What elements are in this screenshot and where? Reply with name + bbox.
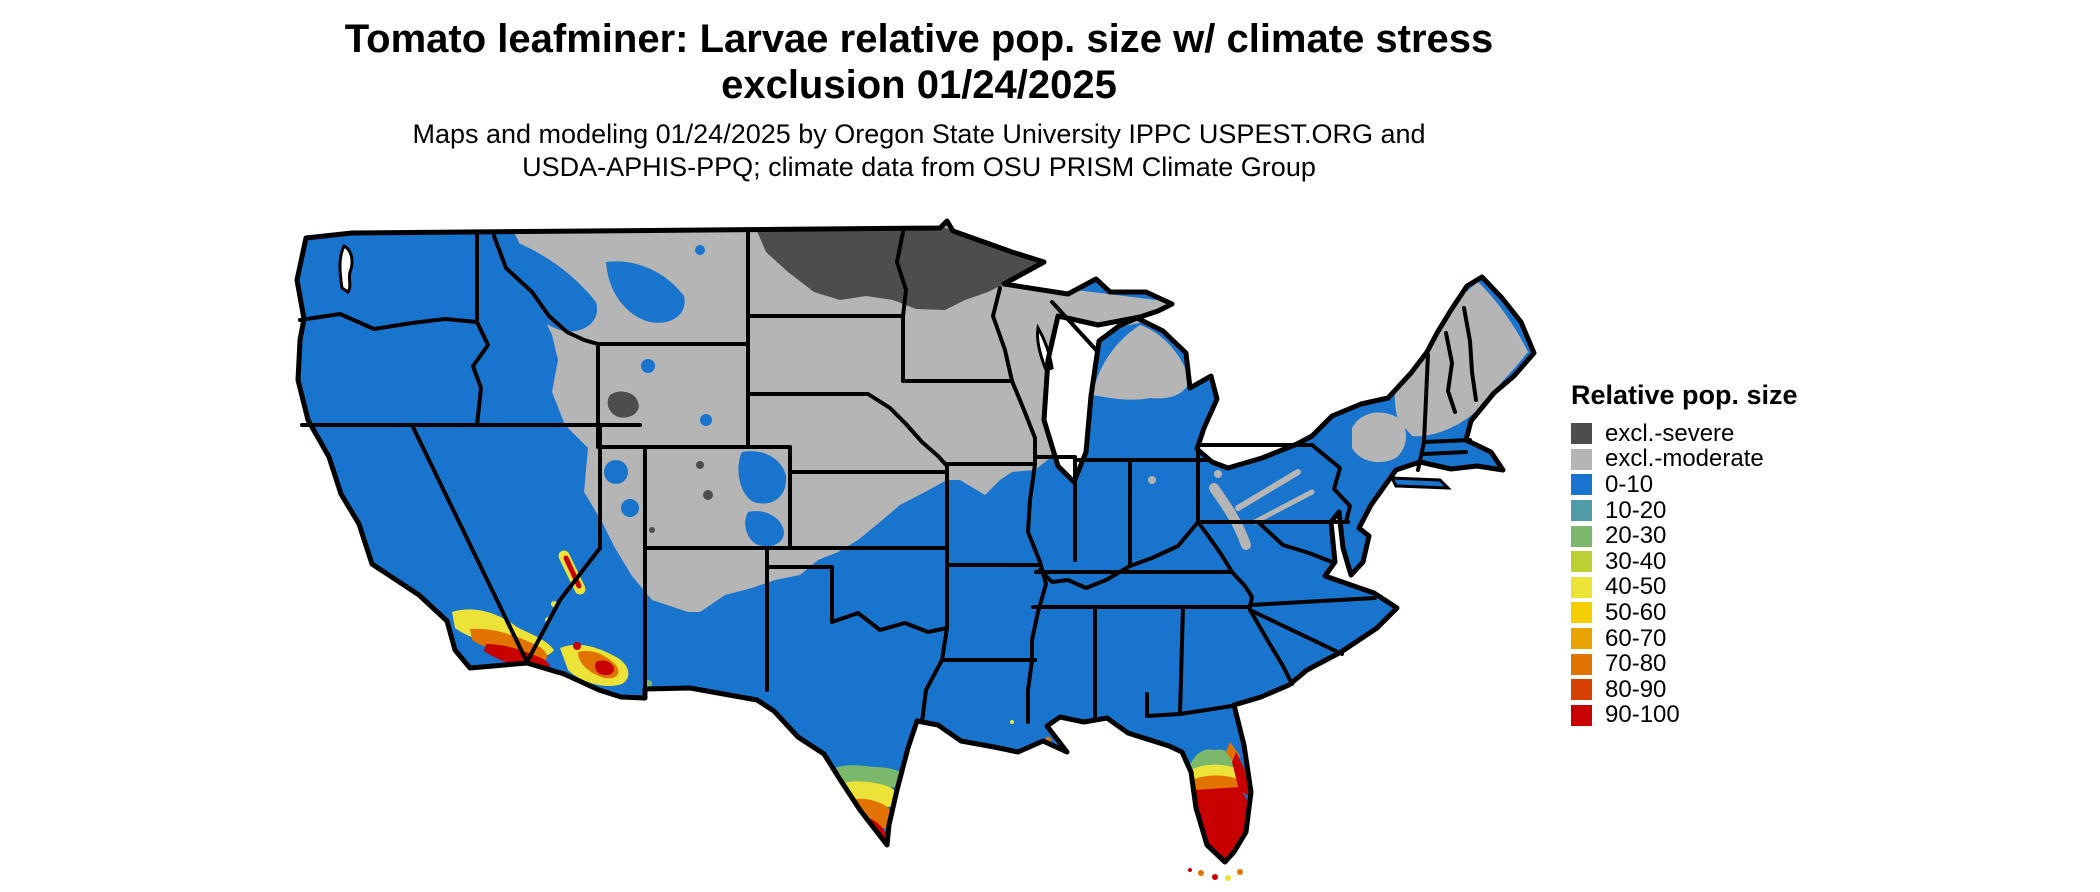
map-gray-speck [1148, 476, 1156, 484]
map-keys-dot [1212, 874, 1218, 880]
legend-swatch [1571, 653, 1592, 675]
map-excl-severe-wyoming [607, 391, 639, 418]
legend-label: 40-50 [1605, 573, 1667, 601]
map-dark-speck [696, 461, 704, 469]
map-dark-speck [703, 490, 713, 500]
map-hotspot-fl-east-red [1232, 752, 1249, 796]
map-hotspot-az-red [595, 660, 615, 676]
legend-title: Relative pop. size [1571, 380, 1798, 410]
map-blue-montana-speck [695, 245, 705, 255]
legend-swatch [1571, 525, 1592, 547]
legend-swatch [1571, 602, 1592, 624]
legend-item-excl.-severe: excl.-severe [1571, 419, 1891, 447]
map-hotspot-fl-green [1188, 749, 1236, 770]
legend-swatch [1571, 423, 1592, 445]
legend-swatch [1571, 500, 1592, 522]
legend-label: 90-100 [1605, 701, 1680, 729]
map-channel-island-red [506, 679, 514, 687]
map-hotspot-fl-yellow [1190, 764, 1238, 781]
legend-item-excl.-moderate: excl.-moderate [1571, 445, 1891, 473]
title-line-1: Tomato leafminer: Larvae relative pop. s… [344, 17, 1494, 61]
map-blue-se-colorado [745, 511, 784, 547]
subtitle-line-2: USDA-APHIS-PPQ; climate data from OSU PR… [522, 152, 1316, 182]
map-gray-speck [1214, 470, 1222, 478]
legend-item-20-30: 20-30 [1571, 522, 1891, 550]
legend-swatch [1571, 628, 1592, 650]
map-keys-dot [1225, 875, 1231, 881]
legend-item-80-90: 80-90 [1571, 675, 1891, 703]
map-hotspot-fl-red [1194, 787, 1250, 861]
legend-item-90-100: 90-100 [1571, 701, 1891, 729]
legend-item-50-60: 50-60 [1571, 598, 1891, 626]
map-blue-wyoming-speck [700, 414, 712, 426]
legend-label: excl.-moderate [1605, 445, 1764, 473]
map-blue-west-montana [502, 238, 598, 332]
map-us-outline [294, 218, 1537, 865]
legend-label: 80-90 [1605, 675, 1667, 703]
legend-item-10-20: 10-20 [1571, 496, 1891, 524]
map-dark-speck [649, 527, 655, 533]
legend-swatch [1571, 448, 1592, 470]
legend-label: 50-60 [1605, 598, 1667, 626]
map-gulf-yellow-speck [1010, 720, 1014, 724]
map-florida-keys [1188, 868, 1243, 881]
map-long-island [1389, 476, 1452, 490]
legend-rows: excl.-severe excl.-moderate 0-10 10-20 20-30… [1571, 419, 1891, 729]
map-excl-moderate-pa-ridge2 [1252, 489, 1315, 525]
map-keys-dot [1237, 869, 1243, 875]
legend-item-40-50: 40-50 [1571, 573, 1891, 601]
legend-item-60-70: 60-70 [1571, 624, 1891, 652]
map-hotspot-tx-yellow [833, 781, 899, 808]
map-channel-island-red [487, 673, 497, 683]
legend-swatch [1571, 576, 1592, 598]
map-keys-dot [1188, 868, 1192, 872]
map-excl-moderate-wv-ridge [1209, 483, 1251, 550]
legend: Relative pop. size excl.-severe excl.-mod… [1571, 380, 1891, 728]
legend-label: excl.-severe [1605, 419, 1735, 447]
map-az-red-speck [573, 642, 581, 650]
map-hotspot-tx-green [826, 765, 910, 788]
legend-label: 20-30 [1605, 522, 1667, 550]
legend-swatch [1571, 704, 1592, 726]
map-excl-moderate-north-michigan [1092, 325, 1190, 400]
subtitle-line-1: Maps and modeling 01/24/2025 by Oregon S… [412, 119, 1426, 149]
map-blue-central-montana [606, 261, 685, 323]
page-subtitle: Maps and modeling 01/24/2025 by Oregon S… [238, 118, 1600, 184]
legend-item-30-40: 30-40 [1571, 547, 1891, 575]
map-blue-utah-patch [621, 499, 639, 517]
legend-swatch [1571, 551, 1592, 573]
legend-item-0-10: 0-10 [1571, 470, 1891, 498]
map-keys-dot [1198, 870, 1204, 876]
legend-label: 30-40 [1605, 547, 1667, 575]
legend-label: 70-80 [1605, 650, 1667, 678]
map-tx-coast-green-speck [910, 751, 916, 757]
map-blue-utah-patch [604, 460, 628, 484]
page-title: Tomato leafminer: Larvae relative pop. s… [238, 16, 1600, 108]
map-excl-moderate-adirondacks [1352, 412, 1407, 463]
map-puget-sound [338, 243, 354, 295]
legend-label: 10-20 [1605, 496, 1667, 524]
map-blue-east-colorado [738, 451, 787, 504]
legend-swatch [1571, 679, 1592, 701]
legend-label: 60-70 [1605, 624, 1667, 652]
map-blue-wyoming-speck [641, 359, 655, 373]
legend-label: 0-10 [1605, 470, 1654, 498]
title-line-2: exclusion 01/24/2025 [721, 63, 1117, 107]
legend-item-70-80: 70-80 [1571, 650, 1891, 678]
legend-swatch [1571, 474, 1592, 496]
map-blue-sw-idaho [479, 332, 541, 422]
map-excl-moderate-pa-ridge [1235, 469, 1301, 511]
